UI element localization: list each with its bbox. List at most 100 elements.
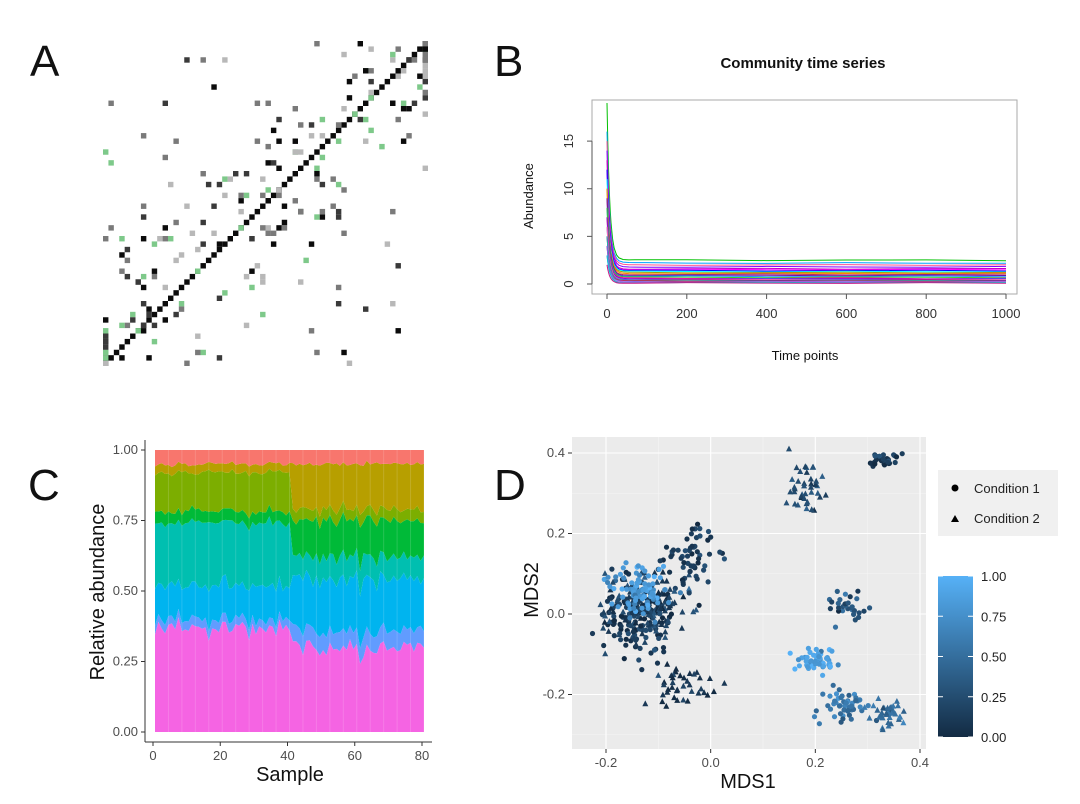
heatmap-cell [422,89,428,96]
point-condition-2 [622,616,629,623]
point-condition-1 [635,589,642,595]
point-condition-1 [701,567,707,573]
heatmap-cell [238,192,244,199]
point-condition-2 [679,608,686,615]
y-tick-label: 0.0 [547,606,565,621]
point-condition-1 [795,657,802,663]
heatmap-cell [276,225,282,231]
heatmap-cell [379,84,385,90]
point-condition-1 [847,594,853,600]
point-condition-1 [820,691,826,697]
heatmap-cell [346,95,353,101]
point-condition-1 [627,606,633,612]
point-condition-2 [861,704,868,710]
point-condition-1 [827,663,834,670]
x-tick-label: 0 [149,748,156,763]
heatmap-cell [146,355,152,361]
point-condition-2 [606,608,613,615]
point-condition-2 [657,604,664,611]
heatmap-cell [390,73,396,79]
heatmap-cell [363,116,369,123]
heatmap-cell [363,100,369,106]
x-tick-label: 0.2 [806,755,824,770]
heatmap-cell [335,301,342,307]
point-condition-1 [835,600,841,607]
y-axis-label: Abundance [521,163,536,229]
heatmap-cell [422,95,428,101]
point-condition-2 [669,679,676,686]
heatmap-cell [103,344,109,350]
panel-label-b: B [494,37,523,86]
heatmap-cell [314,165,320,171]
point-condition-1 [657,611,663,617]
point-condition-1 [705,528,712,535]
point-condition-1 [832,698,838,704]
point-condition-1 [627,615,633,621]
heatmap-cell [292,138,298,144]
point-condition-2 [695,689,702,696]
point-condition-2 [624,582,631,589]
point-condition-1 [792,666,798,672]
heatmap-cell [151,338,158,345]
heatmap-cell [124,322,131,329]
point-condition-2 [641,574,648,580]
point-condition-1 [865,703,871,709]
point-condition-2 [684,677,691,684]
point-condition-1 [688,531,695,537]
heatmap-cell [308,154,315,161]
point-condition-1 [820,672,826,678]
heatmap-cell [341,51,347,58]
point-condition-1 [885,459,891,465]
panel-d-scatter: -0.2 0.0 0.2 0.4 -0.2 0.0 0.2 0.4 MDS1 MDS2 Con… [521,437,1058,793]
point-condition-2 [637,597,644,604]
heatmap-cell [260,176,266,182]
heatmap-cell [200,241,206,247]
point-condition-2 [651,569,658,576]
point-condition-1 [854,596,860,602]
heatmap-cell [178,252,185,258]
point-condition-1 [608,595,614,601]
heatmap-cell [411,100,418,106]
point-condition-2 [819,473,826,479]
heatmap-cell [140,322,147,329]
point-condition-1 [645,602,651,608]
point-condition-1 [708,534,714,540]
heatmap-cell [330,176,336,182]
heatmap-cell [390,208,396,215]
heatmap-cell [140,328,147,334]
point-condition-1 [697,526,703,532]
point-condition-2 [900,708,907,714]
point-condition-2 [686,670,693,676]
x-tick-label: 0.4 [911,755,929,770]
point-condition-2 [642,700,649,707]
heatmap-cell [319,214,326,220]
point-condition-1 [623,560,629,566]
colorbar [938,576,973,737]
series-line [606,160,1007,270]
heatmap-cell [108,100,114,106]
heatmap-cell [211,252,217,258]
heatmap-cell [341,122,347,128]
point-condition-1 [837,711,844,717]
point-condition-1 [852,617,858,623]
heatmap-cell [200,171,206,177]
point-condition-2 [626,593,632,600]
heatmap-cell [243,322,250,329]
heatmap-cell [395,68,401,74]
heatmap-cell [341,187,347,193]
panel-label-a: A [30,37,60,86]
point-condition-1 [706,551,713,557]
x-axis-label: Sample [256,764,324,786]
heatmap-cell [178,301,185,307]
heatmap-cell [211,230,217,236]
point-condition-2 [674,686,681,693]
point-condition-2 [620,608,627,615]
heatmap-cell [168,295,174,301]
heatmap-cell [135,328,141,334]
point-condition-2 [802,490,809,497]
point-condition-1 [804,654,810,660]
point-condition-1 [827,693,833,699]
point-condition-1 [807,649,813,656]
heatmap-cell [400,62,407,69]
